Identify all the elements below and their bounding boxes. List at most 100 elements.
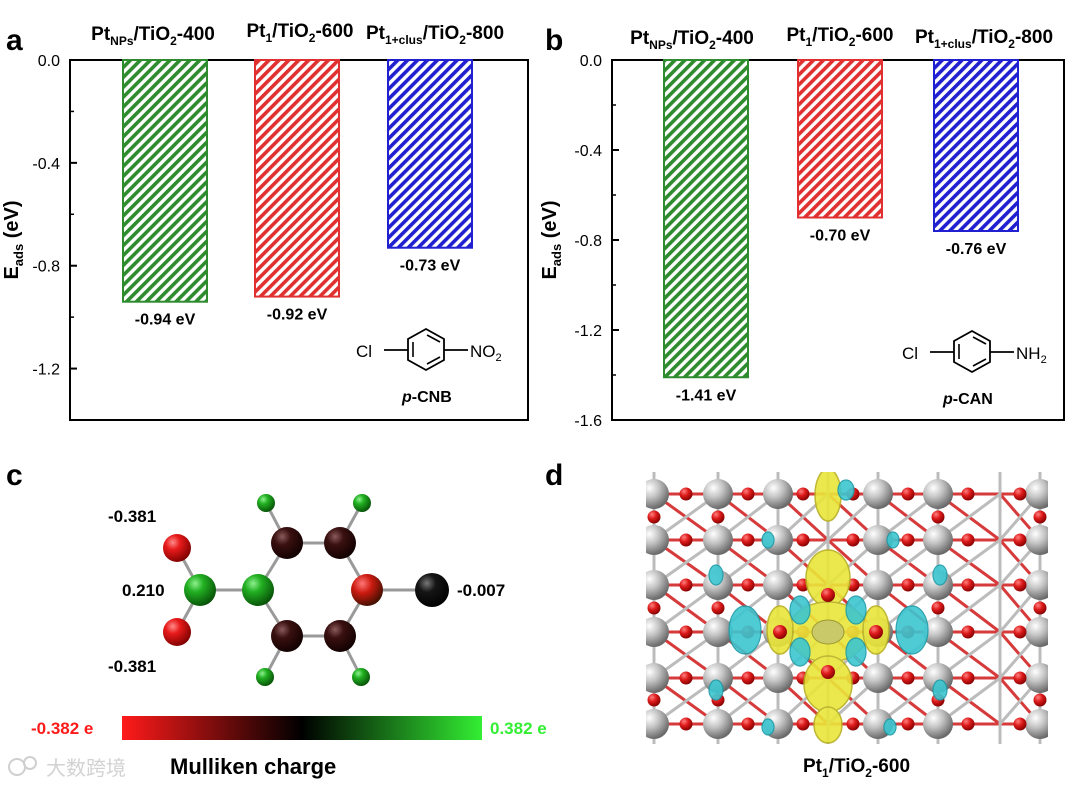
bar-pt1-tio2-600 [254, 59, 340, 298]
ti-atom [703, 709, 733, 739]
o-atom [1013, 578, 1027, 592]
watermark-text: 大数跨境 [46, 757, 126, 780]
category-label-pt1-clus-tio2-800: Pt1+clus/TiO2-800 [915, 27, 1053, 51]
ti-atom [646, 479, 669, 509]
nitrogen-atom [184, 574, 216, 606]
watermark: 大数跨境 [8, 756, 126, 780]
o-atom [679, 717, 693, 731]
y-tick-label: -0.4 [574, 143, 602, 160]
o-atom [1013, 533, 1027, 547]
panel-b-label: b [545, 24, 563, 57]
panel-d-caption: Pt1/TiO2-600 [803, 756, 910, 780]
ti-atom [863, 570, 893, 600]
category-label-pt1-tio2-600: Pt1/TiO2-600 [246, 21, 353, 45]
o-atom [1033, 510, 1047, 524]
charge-label-nitrogen: 0.210 [122, 581, 165, 600]
category-label-pt-nps-tio2-400: PtNPs/TiO2-400 [91, 24, 215, 48]
ti-atom [923, 617, 953, 647]
o-atom [741, 671, 755, 685]
bar-pt1-tio2-600 [797, 59, 883, 219]
o-atom [1033, 601, 1047, 615]
charge-scale-title: Mulliken charge [170, 754, 336, 779]
ring-carbon-atom [242, 574, 274, 606]
o-atom [901, 533, 915, 547]
chlorine-atom [415, 573, 449, 607]
ti-atom [863, 479, 893, 509]
ti-atom [863, 663, 893, 693]
charge-label-oxygen-top: -0.381 [108, 507, 156, 526]
charge-label-oxygen-bottom: -0.381 [108, 657, 156, 676]
ring-carbon-atom [324, 620, 356, 652]
y-tick-label: -0.8 [574, 233, 602, 250]
o-atom [679, 578, 693, 592]
o-atom [961, 717, 975, 731]
charge-depletion-cyan-isosurface [708, 479, 948, 736]
ti-atom [923, 479, 953, 509]
o-atom [647, 693, 661, 707]
o-atom [961, 578, 975, 592]
panel-d-charge-density-difference: d [545, 459, 1048, 780]
o-atom [961, 533, 975, 547]
o-atom [961, 625, 975, 639]
y-tick-label: -0.8 [32, 259, 60, 276]
oxygen-atom-top [163, 534, 191, 562]
ti-atom [1025, 663, 1048, 693]
bar-value-label-pt1-tio2-600: -0.70 eV [810, 228, 871, 245]
p-cnb-molecule-drawing: Cl NO2 p-CNB [356, 327, 502, 406]
ti-atom [923, 709, 953, 739]
y-tick-label: -0.4 [32, 156, 60, 173]
ti-atom [646, 617, 669, 647]
o-atom [901, 671, 915, 685]
charge-scale-min-label: -0.382 e [31, 719, 93, 738]
panel-a-label: a [6, 24, 23, 57]
y-tick-label: 0.0 [38, 53, 60, 70]
ring-carbon-atom [351, 574, 383, 606]
ti-atom [646, 709, 669, 739]
p-can-molecule-drawing: Cl NH2 p-CAN [902, 329, 1047, 408]
o-atom [1013, 717, 1027, 731]
hydrogen-atom [353, 494, 371, 512]
o-atom [961, 671, 975, 685]
hydrogen-atom [257, 494, 275, 512]
o-atom [846, 717, 860, 731]
o-atom [961, 487, 975, 501]
hydrogen-atom [352, 668, 370, 686]
o-atom [901, 717, 915, 731]
ti-atom [863, 525, 893, 555]
molecule-atoms [163, 494, 449, 686]
panel-c-mulliken-charge-map: c [6, 459, 547, 780]
ti-atom [763, 570, 793, 600]
ring-carbon-atom [324, 527, 356, 559]
ti-atom [1025, 709, 1048, 739]
category-label-pt1-tio2-600: Pt1/TiO2-600 [786, 25, 893, 49]
charge-accumulation-yellow-isosurface [766, 472, 890, 744]
o-atom [796, 533, 810, 547]
ring-carbon-atom [271, 527, 303, 559]
o-atom [1013, 671, 1027, 685]
bar-value-label-pt1-clus-tio2-800: -0.73 eV [400, 258, 461, 275]
o-atom [679, 671, 693, 685]
o-atom [647, 601, 661, 615]
panel-a-y-axis-label: Eads (eV) [1, 200, 26, 279]
o-atom [741, 717, 755, 731]
panel-b-chart: b -1.41 eV -0.70 eV -0.76 eV 0.0 -0.4 -0.8 -1… [539, 24, 1065, 430]
ti-atom [646, 570, 669, 600]
ti-atom [1025, 570, 1048, 600]
o-atom [679, 487, 693, 501]
ti-atom [1025, 525, 1048, 555]
ti-atom [763, 479, 793, 509]
ti-atom [763, 663, 793, 693]
category-label-pt-nps-tio2-400: PtNPs/TiO2-400 [630, 28, 754, 52]
hydrogen-atom [256, 668, 274, 686]
oxygen-atom-bottom [163, 618, 191, 646]
panel-a-chart: a -0.94 eV -0.92 eV -0.73 eV 0.0 -0.4 -0.8 -1… [1, 21, 529, 421]
y-tick-label: -1.2 [32, 362, 60, 379]
charge-scale-max-label: 0.382 e [490, 719, 547, 738]
o-atom [901, 578, 915, 592]
ti-atom [1025, 617, 1048, 647]
charge-color-scale-bar [122, 716, 482, 740]
charge-label-chlorine: -0.007 [457, 581, 505, 600]
p-cnb-right-group: NO2 [470, 342, 502, 364]
p-cnb-left-atom: Cl [356, 342, 372, 361]
